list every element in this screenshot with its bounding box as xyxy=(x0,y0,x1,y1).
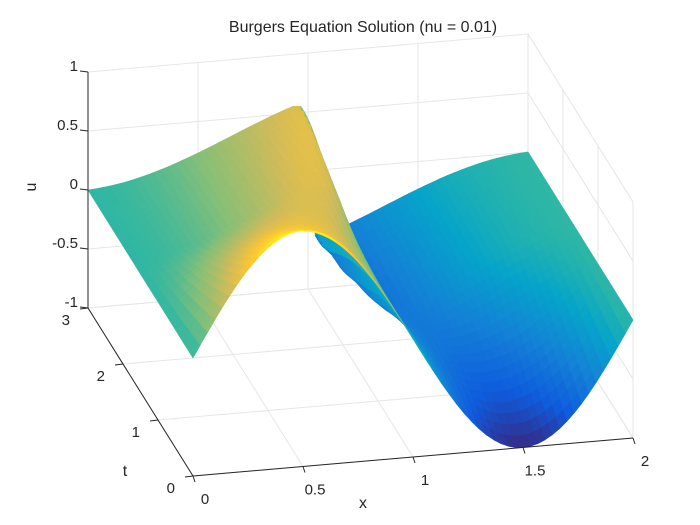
surface-patch xyxy=(621,313,634,334)
axes-lines xyxy=(79,70,636,483)
grid-line-z xyxy=(87,33,634,203)
x-tick-label: 0 xyxy=(201,491,209,508)
y-tick-mark xyxy=(114,363,124,366)
z-tick-label: -0.5 xyxy=(52,235,78,252)
x-tick-mark xyxy=(632,437,636,445)
y-tick-label: 3 xyxy=(62,312,70,329)
x-tick-label: 1.5 xyxy=(525,463,546,480)
y-tick-label: 0 xyxy=(167,480,175,497)
tick-labels: 0 0.5 1 1.5 2 0 1 2 3-1 -0.5 0 0.5 1 xyxy=(52,58,649,508)
y-tick-mark xyxy=(149,419,159,422)
z-tick-label: 0 xyxy=(70,176,78,193)
grid-line-z xyxy=(87,92,634,262)
x-tick-label: 2 xyxy=(641,453,649,470)
z-tick-mark xyxy=(79,70,89,73)
z-axis-label: u xyxy=(23,183,40,192)
x-tick-label: 0.5 xyxy=(305,482,326,499)
chart-title: Burgers Equation Solution (nu = 0.01) xyxy=(229,19,497,36)
surface xyxy=(87,105,634,448)
x-tick-label: 1 xyxy=(421,472,429,489)
x-tick-mark xyxy=(192,475,196,483)
z-tick-label: 0.5 xyxy=(57,117,78,134)
x-tick-mark xyxy=(302,466,306,473)
y-tick-label: 1 xyxy=(132,424,140,441)
y-axis-line xyxy=(87,307,194,477)
z-tick-mark xyxy=(79,306,89,309)
z-tick-mark xyxy=(79,188,89,191)
y-tick-label: 2 xyxy=(97,368,105,385)
x-tick-mark xyxy=(412,456,416,464)
x-axis-label: x xyxy=(359,495,367,512)
x-tick-mark xyxy=(522,447,526,454)
z-tick-mark xyxy=(79,247,89,250)
y-axis-label: t xyxy=(123,463,128,480)
z-tick-label: -1 xyxy=(65,294,78,311)
z-tick-label: 1 xyxy=(70,58,78,75)
y-tick-mark xyxy=(184,475,194,478)
z-tick-mark xyxy=(79,129,89,132)
